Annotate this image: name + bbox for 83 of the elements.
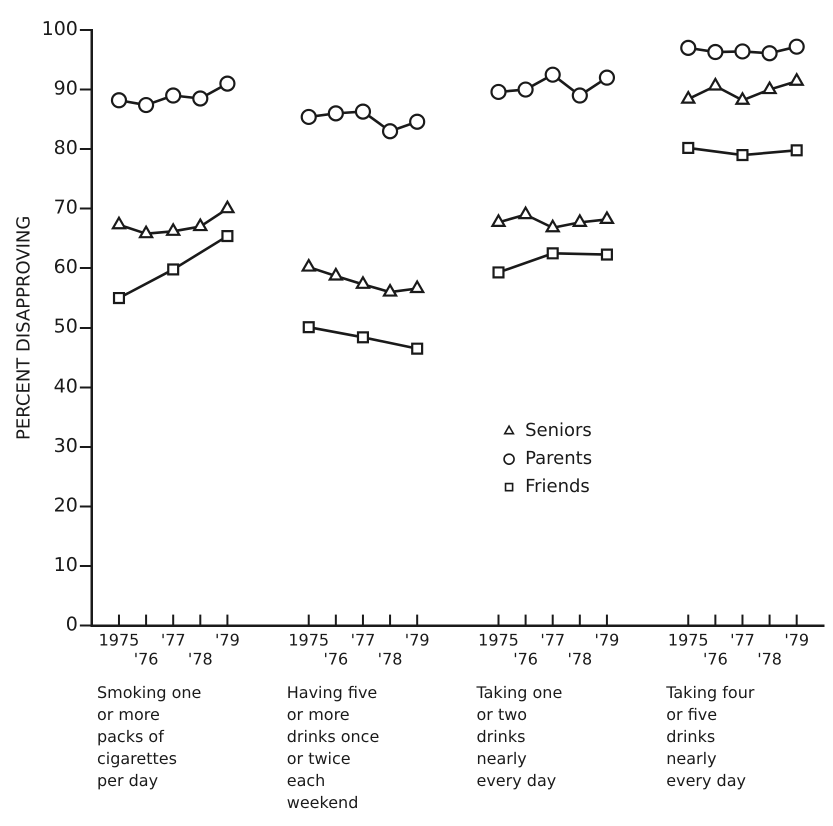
- point: [600, 248, 613, 261]
- x-tick-label: '79: [404, 630, 430, 650]
- point: [734, 43, 751, 60]
- point: [600, 211, 614, 224]
- point: [491, 214, 506, 227]
- point: [761, 45, 778, 62]
- x-tick-label: '78: [567, 650, 592, 669]
- y-tick-label: 50: [54, 316, 78, 338]
- point: [518, 81, 534, 98]
- point: [492, 266, 505, 278]
- point: [707, 44, 724, 60]
- x-tick-label: '78: [378, 650, 402, 669]
- point: [110, 92, 128, 108]
- point: [166, 223, 180, 236]
- point: [302, 258, 316, 272]
- x-tick-label: 1975: [288, 630, 330, 650]
- legend-label: Friends: [525, 476, 590, 497]
- y-tick-label: 70: [54, 196, 78, 219]
- point: [598, 70, 616, 86]
- point: [572, 214, 587, 227]
- y-tick-label: 30: [54, 434, 78, 457]
- x-tick-label: '76: [134, 650, 158, 669]
- x-tick-label: '76: [702, 650, 728, 669]
- point: [220, 200, 235, 214]
- text: Taking four or five drinks nearly every day: [665, 682, 755, 790]
- y-tick-label: 60: [54, 256, 78, 278]
- point: [138, 226, 154, 238]
- point: [546, 247, 559, 260]
- point: [138, 96, 154, 114]
- point: [409, 114, 426, 130]
- point: [682, 142, 694, 154]
- x-tick-label: '77: [350, 630, 376, 650]
- y-axis-title: PERCENT DISAPPROVING: [13, 216, 34, 440]
- x-tick-label: '76: [323, 650, 348, 669]
- point: [167, 263, 180, 276]
- point: [356, 276, 370, 289]
- x-tick-label: 1975: [668, 630, 709, 650]
- text: Smoking one or more packs of cigarettes per day: [96, 682, 202, 790]
- y-tick-label: 100: [42, 18, 78, 40]
- point: [518, 206, 533, 220]
- text: Having five or more drinks once or twice each weekend: [286, 682, 380, 812]
- point: [680, 40, 696, 56]
- point: [328, 268, 344, 281]
- legend-label: Seniors: [525, 420, 592, 441]
- x-tick-label: '79: [594, 630, 620, 650]
- point: [300, 108, 317, 126]
- point: [328, 105, 344, 122]
- point: [193, 218, 208, 232]
- y-tick-label: 20: [54, 494, 78, 516]
- point: [221, 230, 234, 242]
- point: [572, 87, 588, 104]
- point: [490, 84, 507, 100]
- x-tick-label: 1975: [478, 630, 519, 650]
- point: [165, 87, 182, 104]
- point: [546, 220, 560, 232]
- legend-label: Parents: [525, 448, 592, 469]
- point: [382, 123, 398, 140]
- point: [219, 76, 236, 92]
- y-tick-label: 0: [66, 614, 78, 636]
- point: [354, 103, 372, 120]
- point: [544, 66, 561, 83]
- x-tick-label: '79: [215, 630, 240, 650]
- point: [192, 90, 208, 107]
- point: [788, 38, 805, 55]
- y-tick-label: 40: [54, 375, 78, 398]
- y-tick-label: 90: [54, 77, 78, 100]
- point: [736, 149, 749, 162]
- x-tick-label: '77: [730, 630, 755, 650]
- point: [382, 284, 398, 297]
- point: [410, 280, 424, 294]
- x-tick-label: 1975: [98, 630, 140, 650]
- y-tick-label: 10: [54, 554, 78, 576]
- x-tick-label: '79: [784, 630, 810, 650]
- point: [790, 144, 803, 156]
- x-tick-label: '78: [757, 650, 782, 669]
- y-tick-label: 80: [54, 137, 78, 160]
- point: [112, 216, 126, 230]
- text: Taking one or two drinks nearly every day: [475, 682, 562, 790]
- x-tick-label: '77: [160, 630, 186, 650]
- point: [112, 292, 126, 304]
- x-tick-label: '78: [188, 650, 213, 669]
- x-tick-label: '77: [540, 630, 566, 650]
- x-tick-label: '76: [513, 650, 538, 669]
